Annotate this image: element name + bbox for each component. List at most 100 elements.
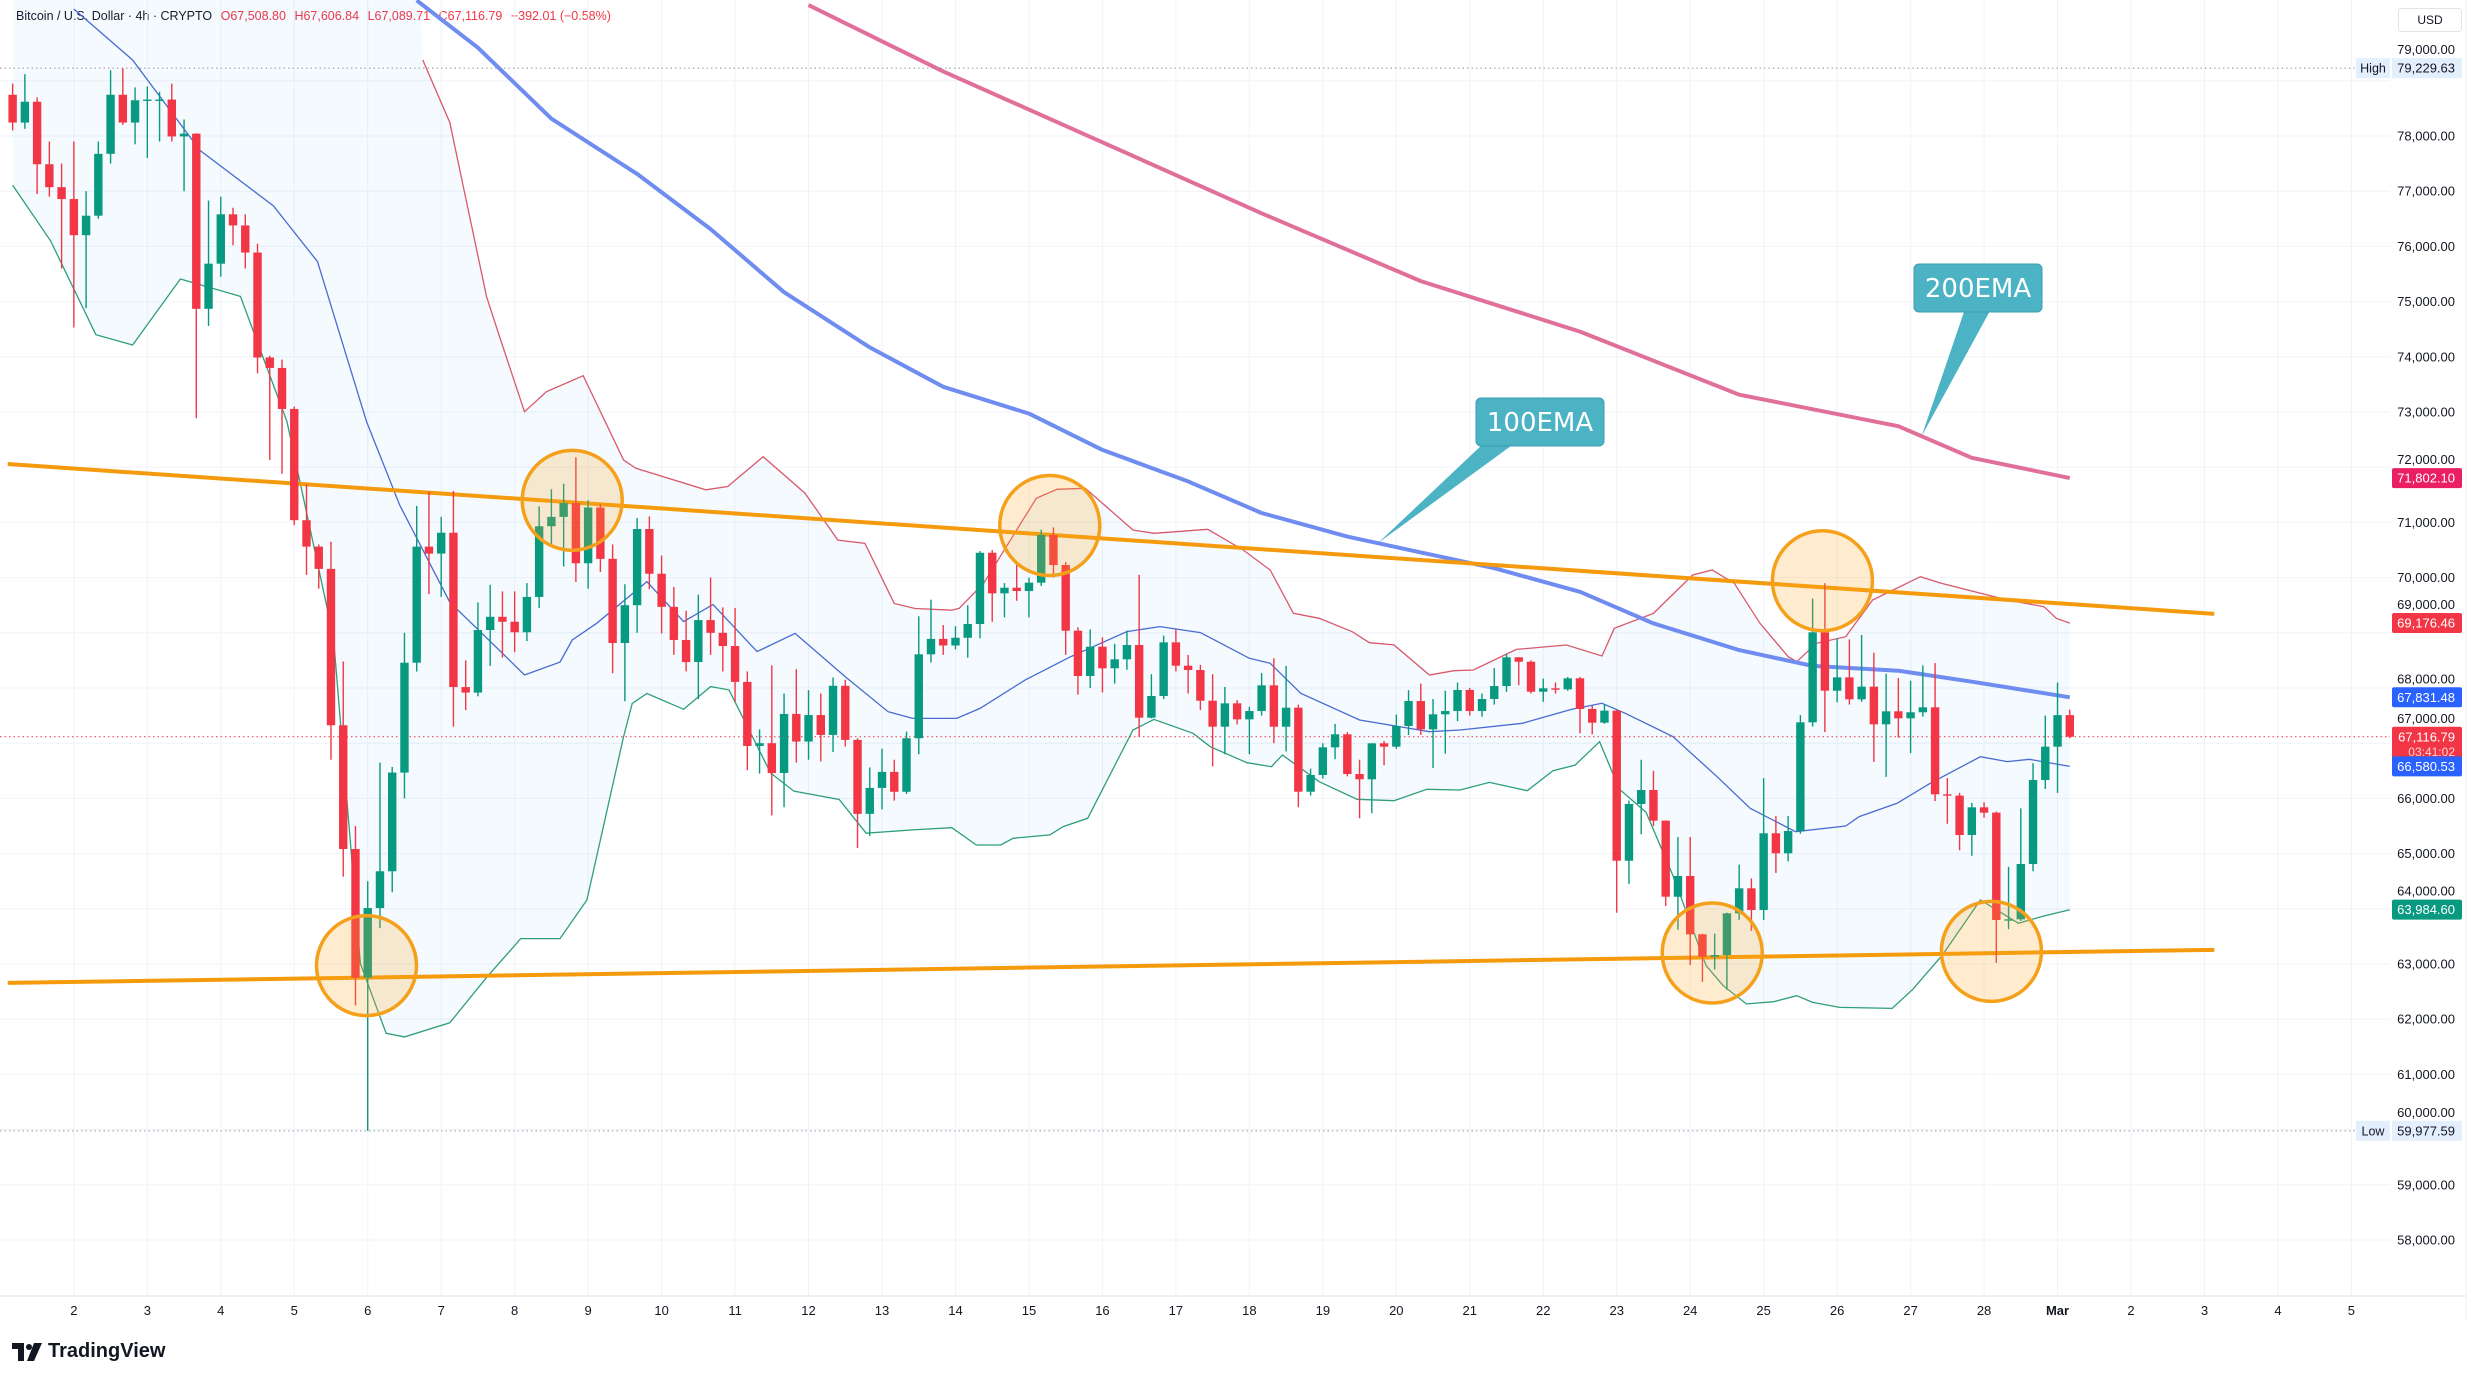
- candle-body: [1698, 934, 1707, 957]
- candle-body: [1355, 774, 1364, 780]
- candle-body: [1269, 685, 1279, 727]
- candle-body: [1281, 707, 1291, 727]
- candle-down: [1661, 820, 1670, 907]
- candle-body: [1673, 876, 1683, 897]
- price-axis[interactable]: [2390, 0, 2470, 1320]
- y-tick-label: 72,000.00: [2397, 452, 2455, 467]
- candle-body: [853, 739, 862, 814]
- candle-down: [1771, 816, 1781, 873]
- candle-down: [1416, 683, 1425, 735]
- candle-body: [192, 133, 201, 309]
- candle-down: [1465, 688, 1474, 716]
- high-tag: [2356, 58, 2390, 79]
- candle-body: [1232, 703, 1242, 720]
- x-tick-label: 26: [1830, 1303, 1844, 1318]
- candle-body: [1122, 644, 1132, 660]
- candle-down: [253, 243, 262, 374]
- ohlc-high: H67,606.84: [294, 9, 359, 23]
- candle-body: [645, 529, 654, 574]
- candle-body: [1502, 657, 1511, 687]
- candle-down: [608, 544, 617, 674]
- candle-up: [902, 731, 911, 794]
- trendline[interactable]: [7, 462, 2215, 616]
- candle-up: [1624, 800, 1634, 884]
- currency-button[interactable]: USD: [2398, 8, 2462, 32]
- candle-down: [1208, 674, 1217, 767]
- candle-body: [1061, 565, 1070, 631]
- price-label-box: [2392, 899, 2462, 920]
- x-tick-label: 10: [654, 1303, 668, 1318]
- candle-down: [1073, 627, 1083, 695]
- candle-body: [608, 558, 617, 644]
- price-label-box: [2392, 726, 2462, 761]
- highlight-circle[interactable]: [314, 913, 419, 1018]
- x-tick-label: 8: [511, 1303, 518, 1318]
- candle-body: [1037, 534, 1046, 583]
- candle-down: [290, 406, 299, 526]
- x-tick-label: 5: [2348, 1303, 2355, 1318]
- candle-body: [216, 214, 225, 264]
- price-label-box: [2392, 468, 2462, 489]
- candle-down: [1012, 563, 1021, 601]
- candle-down: [1845, 639, 1854, 705]
- low-price-box: [2392, 1120, 2462, 1141]
- symbol-title[interactable]: Bitcoin / U.S. Dollar · 4h · CRYPTO: [16, 9, 212, 23]
- candle-down: [228, 207, 238, 246]
- candle-body: [792, 713, 801, 742]
- candle-down: [718, 607, 728, 672]
- candle-body: [1147, 696, 1156, 718]
- candle-down: [645, 516, 654, 590]
- candle-up: [216, 196, 225, 277]
- candle-up: [1832, 638, 1842, 703]
- y-tick-label: 78,000.00: [2397, 129, 2455, 144]
- candle-up: [106, 70, 115, 164]
- x-tick-label: 23: [1609, 1303, 1623, 1318]
- candle-up: [1759, 777, 1768, 920]
- candle-body: [1465, 689, 1474, 712]
- candle-body: [1832, 677, 1842, 691]
- candle-up: [1428, 699, 1438, 769]
- tradingview-logo[interactable]: TradingView: [12, 1340, 165, 1363]
- highlight-circle[interactable]: [1939, 899, 2044, 1004]
- ohlc-change: −392.01 (−0.58%): [510, 9, 611, 23]
- candle-down: [498, 591, 507, 658]
- candle-body: [326, 568, 336, 726]
- ema100-line[interactable]: [415, 0, 2071, 700]
- candle-body: [351, 849, 360, 978]
- candle-body: [1600, 710, 1609, 723]
- candle-body: [1575, 678, 1585, 709]
- callout-ema100[interactable]: 100EMA: [1377, 397, 1605, 544]
- y-tick-label: 66,000.00: [2397, 791, 2455, 806]
- highlight-circle[interactable]: [998, 473, 1102, 578]
- candle-body: [1318, 747, 1328, 775]
- candle-down: [1171, 629, 1181, 672]
- candle-body: [1759, 833, 1768, 911]
- y-tick-label: 75,000.00: [2397, 294, 2455, 309]
- candle-down: [69, 141, 79, 328]
- candle-down: [1820, 583, 1830, 733]
- candle-body: [2065, 715, 2074, 737]
- x-tick-label: 5: [291, 1303, 298, 1318]
- candle-body: [1551, 688, 1560, 690]
- candle-body: [1943, 794, 1952, 796]
- callout-ema200[interactable]: 200EMA: [1913, 263, 2043, 437]
- candle-body: [1783, 831, 1793, 854]
- x-axis: 2 3 4 5 6 7 8 9 10 11 12 13 14 15 16 17 18 19 20 21 22 23 24 25…: [0, 1295, 2466, 1318]
- candle-down: [1343, 732, 1352, 777]
- candle-body: [975, 552, 985, 624]
- candle-down: [2065, 709, 2074, 739]
- highlight-circle[interactable]: [520, 448, 624, 553]
- ema200-line[interactable]: [807, 3, 2071, 481]
- candle-body: [155, 99, 164, 101]
- trendline[interactable]: [7, 947, 2215, 985]
- x-tick-label: 14: [948, 1303, 962, 1318]
- candle-up: [473, 602, 483, 697]
- highlight-circle[interactable]: [1660, 901, 1764, 1005]
- highlight-circle[interactable]: [1770, 528, 1875, 633]
- plot-area[interactable]: 100EMA 200EMA: [0, 0, 2390, 1132]
- candle-body: [1012, 587, 1021, 592]
- candle-up: [547, 489, 556, 548]
- low-price-value: 59,977.59: [2397, 1123, 2455, 1138]
- candle-body: [400, 662, 409, 773]
